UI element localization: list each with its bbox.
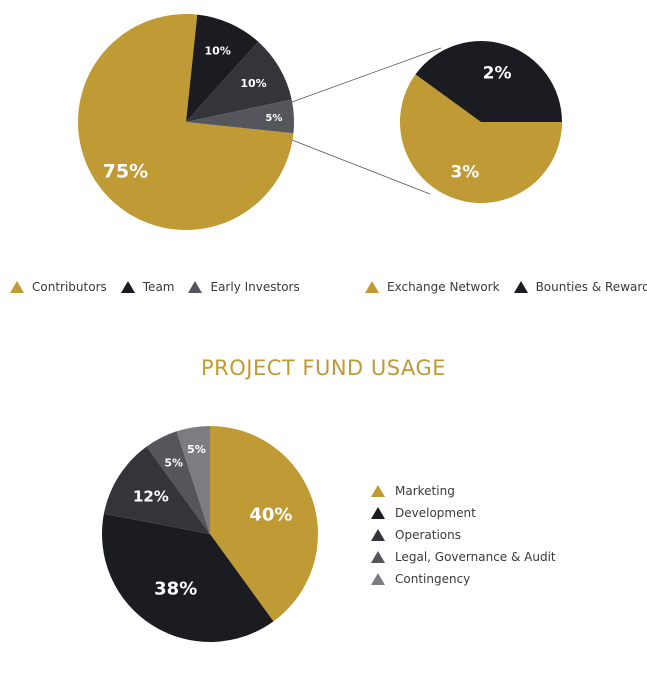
legend-item-early-investors: Early Investors (188, 280, 300, 294)
legend-item-contingency: Contingency (371, 568, 556, 590)
slice-label: 5% (187, 443, 206, 456)
triangle-icon (371, 573, 385, 585)
slice-label: 40% (249, 505, 292, 526)
explode-connectors (291, 47, 442, 195)
pie-slice (146, 431, 210, 534)
reserve-breakdown-pie: 3% 2% (400, 41, 562, 204)
legend-label: Bounties & Rewards (535, 280, 647, 294)
legend-label: Marketing (395, 484, 455, 498)
legend-item-contributors: Contributors (10, 280, 107, 294)
pie-slice (78, 13, 294, 230)
legend-item-operations: Operations (371, 524, 556, 546)
legend-label: Contributors (32, 280, 107, 294)
legend-item-legal-governance-audit: Legal, Governance & Audit (371, 546, 556, 568)
triangle-icon (371, 485, 385, 497)
pie-slice (186, 99, 295, 134)
slice-label: 10% (205, 45, 231, 58)
connector-line (291, 139, 431, 195)
legend-item-team: Team (120, 280, 175, 294)
pie-slice (103, 446, 210, 534)
pie-slice (176, 426, 210, 534)
slice-label: 3% (450, 162, 479, 182)
triangle-icon (371, 507, 385, 519)
triangle-icon (513, 281, 528, 293)
legend-label: Legal, Governance & Audit (395, 550, 556, 564)
slice-label: 2% (483, 64, 512, 84)
connector-line (291, 47, 442, 103)
pie-slice (400, 74, 562, 204)
triangle-icon (371, 529, 385, 541)
legend-item-exchange-network: Exchange Network (365, 280, 500, 294)
pie-slice (210, 426, 318, 622)
legend-label: Early Investors (210, 280, 300, 294)
triangle-icon (371, 551, 385, 563)
pie-slice (101, 513, 274, 642)
triangle-icon (10, 281, 24, 293)
slice-label: 12% (133, 488, 169, 506)
legend-item-development: Development (371, 502, 556, 524)
fund-usage-pie: 40% 38% 12% 5% 5% (101, 426, 318, 642)
legend-item-marketing: Marketing (371, 480, 556, 502)
pie-slice (186, 14, 259, 123)
triangle-icon (188, 281, 203, 293)
slice-label: 10% (240, 77, 266, 90)
triangle-icon (365, 281, 379, 293)
token-distribution-pie: 75% 10% 10% 5% (78, 13, 295, 230)
legend-label: Team (142, 280, 175, 294)
section-title: PROJECT FUND USAGE (200, 356, 447, 380)
legend-label: Operations (395, 528, 461, 542)
slice-label: 5% (265, 113, 282, 124)
legend-reserve-breakdown: Exchange Network Bounties & Rewards (365, 280, 647, 294)
pie-slice (186, 41, 292, 122)
triangle-icon (120, 281, 135, 293)
slice-label: 38% (154, 578, 197, 599)
legend-token-distribution: Contributors Team Early Investors (10, 280, 314, 294)
legend-label: Exchange Network (387, 280, 500, 294)
legend-label: Development (395, 506, 476, 520)
legend-item-bounties-rewards: Bounties & Rewards (513, 280, 647, 294)
slice-label: 5% (164, 457, 183, 470)
pie-slice (415, 41, 562, 122)
legend-fund-usage: Marketing Development Operations Legal, … (371, 480, 556, 590)
legend-label: Contingency (395, 572, 471, 586)
slice-label: 75% (103, 161, 148, 183)
